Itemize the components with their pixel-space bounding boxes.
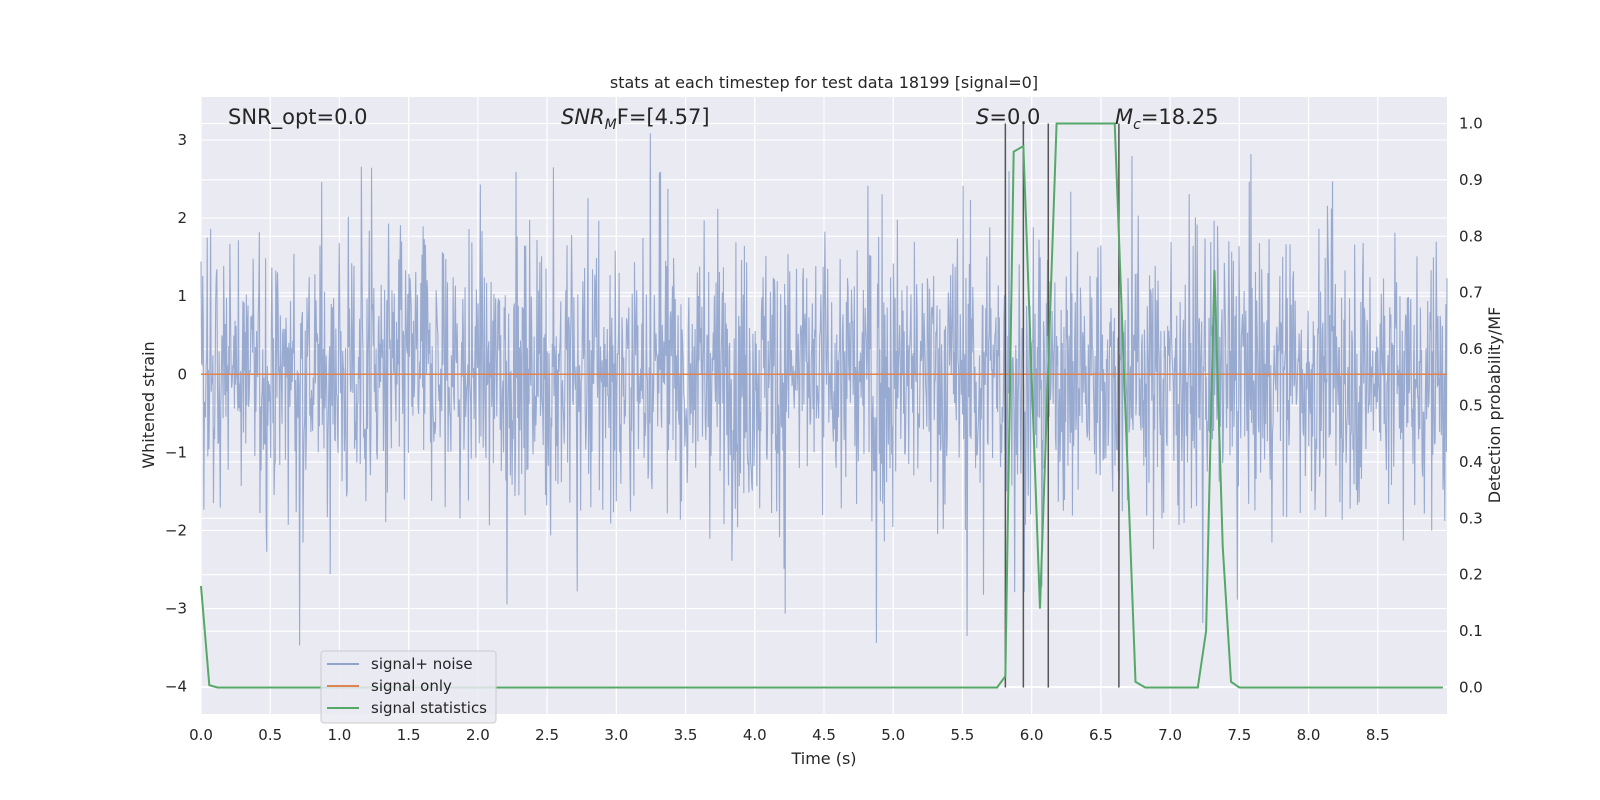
y-right-tick-label: 0.8 bbox=[1459, 227, 1483, 245]
x-tick-label: 1.5 bbox=[397, 726, 421, 744]
annotation-mc-value: =18.25 bbox=[1141, 105, 1219, 129]
y-right-tick-label: 0.7 bbox=[1459, 284, 1483, 302]
annotation-snr-mf-base: SNR bbox=[561, 105, 605, 129]
y-right-tick-label: 0.3 bbox=[1459, 509, 1483, 527]
annotation-s-label: S bbox=[976, 105, 989, 129]
annotation-s: S=0.0 bbox=[976, 105, 1040, 129]
annotation-snr-mf-sub: M bbox=[605, 117, 617, 133]
y-axis-label-right: Detection probability/MF bbox=[1485, 307, 1504, 504]
y-right-tick-label: 1.0 bbox=[1459, 115, 1483, 133]
signal-statistics-series bbox=[200, 122, 1443, 689]
legend-label-signal-noise: signal+ noise bbox=[371, 655, 473, 673]
x-tick-label: 4.5 bbox=[812, 726, 836, 744]
y-right-tick-labels: 0.0 0.1 0.2 0.3 0.4 0.5 0.6 0.7 0.8 0.9 1.0 bbox=[1459, 115, 1483, 697]
x-tick-label: 6.0 bbox=[1020, 726, 1044, 744]
signal-statistics-line bbox=[200, 122, 1443, 689]
y-left-tick-label: −2 bbox=[165, 521, 187, 539]
legend: signal+ noise signal only signal statist… bbox=[320, 650, 497, 724]
annotation-mc: Mc=18.25 bbox=[1115, 105, 1219, 133]
y-right-tick-label: 0.0 bbox=[1459, 678, 1483, 696]
x-tick-label: 8.0 bbox=[1297, 726, 1321, 744]
signal-noise-series bbox=[200, 133, 1448, 646]
y-right-tick-label: 0.4 bbox=[1459, 453, 1483, 471]
legend-label-signal-only: signal only bbox=[371, 677, 452, 695]
y-right-tick-label: 0.6 bbox=[1459, 340, 1483, 358]
y-left-tick-label: 2 bbox=[177, 209, 187, 227]
chart-title: stats at each timestep for test data 181… bbox=[610, 73, 1038, 92]
y-left-tick-label: −1 bbox=[165, 443, 187, 461]
x-tick-labels: 0.0 0.5 1.0 1.5 2.0 2.5 3.0 3.5 4.0 4.5 5.0 5.5 6.0 6… bbox=[189, 726, 1390, 744]
annotation-mc-sub: c bbox=[1133, 117, 1141, 133]
signal-noise-line bbox=[200, 133, 1448, 646]
y-axis-label-left: Whitened strain bbox=[139, 341, 158, 468]
annotation-snr-mf-rest: F=[4.57] bbox=[617, 105, 710, 129]
x-axis-label: Time (s) bbox=[790, 749, 856, 768]
x-tick-label: 2.5 bbox=[535, 726, 559, 744]
x-tick-label: 6.5 bbox=[1089, 726, 1113, 744]
x-tick-label: 3.5 bbox=[674, 726, 698, 744]
x-tick-label: 0.5 bbox=[258, 726, 282, 744]
y-right-tick-label: 0.2 bbox=[1459, 566, 1483, 584]
y-left-tick-label: −4 bbox=[165, 678, 187, 696]
x-tick-label: 3.0 bbox=[604, 726, 628, 744]
x-tick-label: 7.0 bbox=[1158, 726, 1182, 744]
annotation-mc-base: M bbox=[1115, 105, 1133, 129]
y-left-tick-label: 0 bbox=[177, 365, 187, 383]
legend-label-signal-statistics: signal statistics bbox=[371, 699, 487, 717]
legend-box bbox=[320, 650, 497, 724]
x-tick-label: 1.0 bbox=[328, 726, 352, 744]
x-tick-label: 5.0 bbox=[881, 726, 905, 744]
x-tick-label: 7.5 bbox=[1227, 726, 1251, 744]
annotation-s-value: =0.0 bbox=[989, 105, 1040, 129]
y-right-tick-label: 0.9 bbox=[1459, 171, 1483, 189]
y-right-tick-label: 0.5 bbox=[1459, 397, 1483, 415]
y-left-tick-label: 3 bbox=[177, 131, 187, 149]
x-tick-label: 2.0 bbox=[466, 726, 490, 744]
x-tick-label: 4.0 bbox=[743, 726, 767, 744]
x-tick-label: 0.0 bbox=[189, 726, 213, 744]
annotation-snr-opt: SNR_opt=0.0 bbox=[228, 105, 368, 130]
y-right-tick-label: 0.1 bbox=[1459, 622, 1483, 640]
annotation-snr-mf: SNRMF=[4.57] bbox=[561, 105, 710, 133]
y-left-tick-label: −3 bbox=[165, 600, 187, 618]
y-left-tick-labels: −4 −3 −2 −1 0 1 2 3 bbox=[165, 131, 187, 696]
x-tick-label: 8.5 bbox=[1366, 726, 1390, 744]
x-tick-label: 5.5 bbox=[951, 726, 975, 744]
y-left-tick-label: 1 bbox=[177, 287, 187, 305]
